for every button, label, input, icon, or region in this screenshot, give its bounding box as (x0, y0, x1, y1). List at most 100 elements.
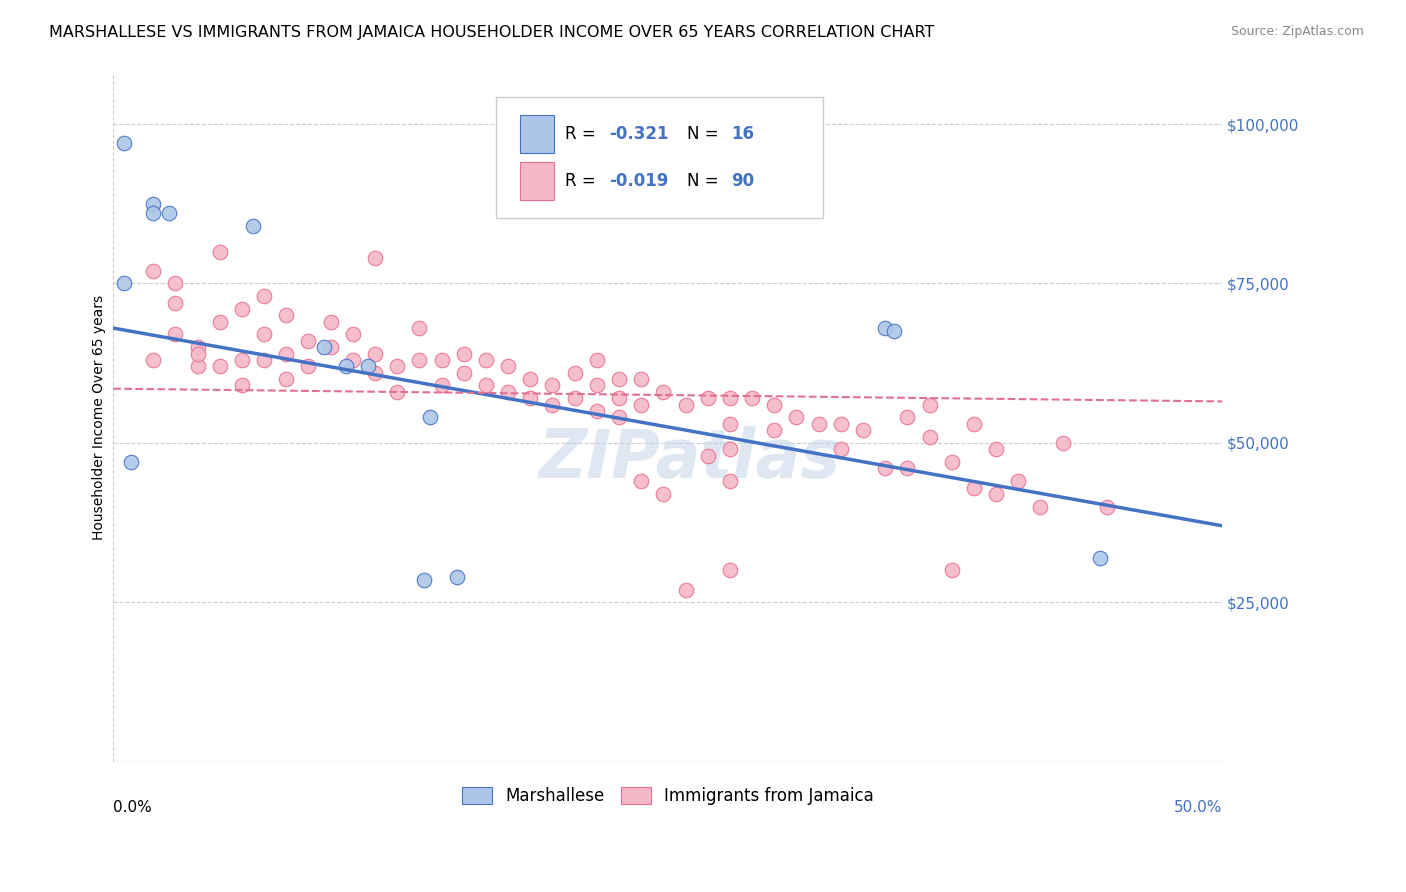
Point (607, 410, 630, 425)
Text: R =: R = (565, 172, 600, 190)
Point (1029, 500, 1052, 514)
Point (718, 442, 741, 457)
Y-axis label: Householder Income Over 65 years: Householder Income Over 65 years (93, 295, 107, 540)
Point (675, 582, 697, 597)
Point (763, 398, 786, 412)
Point (446, 570, 468, 584)
Point (165, 277, 187, 291)
Point (785, 410, 807, 425)
Point (142, 353, 165, 368)
Point (142, 196, 165, 211)
Point (408, 353, 430, 368)
Legend: Marshallese, Immigrants from Jamaica: Marshallese, Immigrants from Jamaica (456, 780, 880, 812)
Point (918, 429, 941, 443)
Point (541, 378, 564, 392)
Text: N =: N = (686, 125, 724, 143)
Point (112, 136, 135, 150)
Point (319, 340, 342, 354)
Point (852, 423, 875, 437)
Point (496, 359, 519, 374)
Point (896, 461, 918, 475)
Text: N =: N = (686, 172, 724, 190)
Point (941, 455, 963, 469)
Text: MARSHALLESE VS IMMIGRANTS FROM JAMAICA HOUSEHOLDER INCOME OVER 65 YEARS CORRELAT: MARSHALLESE VS IMMIGRANTS FROM JAMAICA H… (49, 25, 935, 40)
Point (896, 410, 918, 425)
Point (763, 423, 786, 437)
Point (297, 334, 319, 348)
Point (253, 327, 276, 342)
Point (607, 372, 630, 386)
Point (208, 315, 231, 329)
Point (541, 398, 564, 412)
Point (297, 359, 319, 374)
Point (585, 353, 607, 368)
Point (242, 219, 264, 233)
Point (387, 359, 409, 374)
Point (342, 327, 364, 342)
Point (335, 359, 357, 374)
Point (187, 346, 209, 360)
Point (112, 277, 135, 291)
Point (142, 206, 165, 220)
Point (718, 474, 741, 488)
Point (165, 295, 187, 310)
Point (718, 391, 741, 405)
Point (564, 391, 586, 405)
Point (718, 564, 741, 578)
Point (142, 263, 165, 277)
Point (875, 461, 897, 475)
Point (918, 398, 941, 412)
Point (364, 251, 387, 265)
Point (585, 378, 607, 392)
Point (357, 359, 380, 374)
Text: 0.0%: 0.0% (114, 799, 152, 814)
Point (883, 324, 905, 338)
Point (830, 442, 852, 457)
Point (1007, 474, 1029, 488)
Point (364, 346, 387, 360)
Point (231, 378, 253, 392)
Text: 50.0%: 50.0% (1174, 799, 1222, 814)
Point (231, 301, 253, 316)
Point (496, 384, 519, 399)
Text: Source: ZipAtlas.com: Source: ZipAtlas.com (1230, 25, 1364, 38)
Point (718, 417, 741, 431)
Point (165, 327, 187, 342)
Point (652, 487, 675, 501)
Point (984, 487, 1007, 501)
Point (276, 372, 298, 386)
Point (231, 353, 253, 368)
Point (984, 442, 1007, 457)
Point (1090, 550, 1112, 565)
Point (453, 346, 475, 360)
Text: -0.321: -0.321 (609, 125, 668, 143)
Point (696, 449, 718, 463)
Point (807, 417, 830, 431)
Point (519, 372, 541, 386)
Point (941, 564, 963, 578)
Point (408, 321, 430, 335)
Point (741, 391, 763, 405)
Point (630, 474, 652, 488)
Point (963, 481, 986, 495)
Point (453, 366, 475, 380)
Point (276, 346, 298, 360)
Point (187, 340, 209, 354)
Point (630, 398, 652, 412)
Point (475, 378, 498, 392)
Point (830, 417, 852, 431)
Point (412, 573, 434, 587)
Point (675, 398, 697, 412)
Point (120, 455, 142, 469)
Text: R =: R = (565, 125, 600, 143)
Point (208, 244, 231, 259)
Point (1052, 436, 1074, 450)
Point (419, 410, 441, 425)
Point (312, 340, 335, 354)
Point (607, 391, 630, 405)
Point (1095, 500, 1118, 514)
Point (364, 366, 387, 380)
Text: 90: 90 (731, 172, 754, 190)
Point (875, 321, 897, 335)
Point (208, 359, 231, 374)
